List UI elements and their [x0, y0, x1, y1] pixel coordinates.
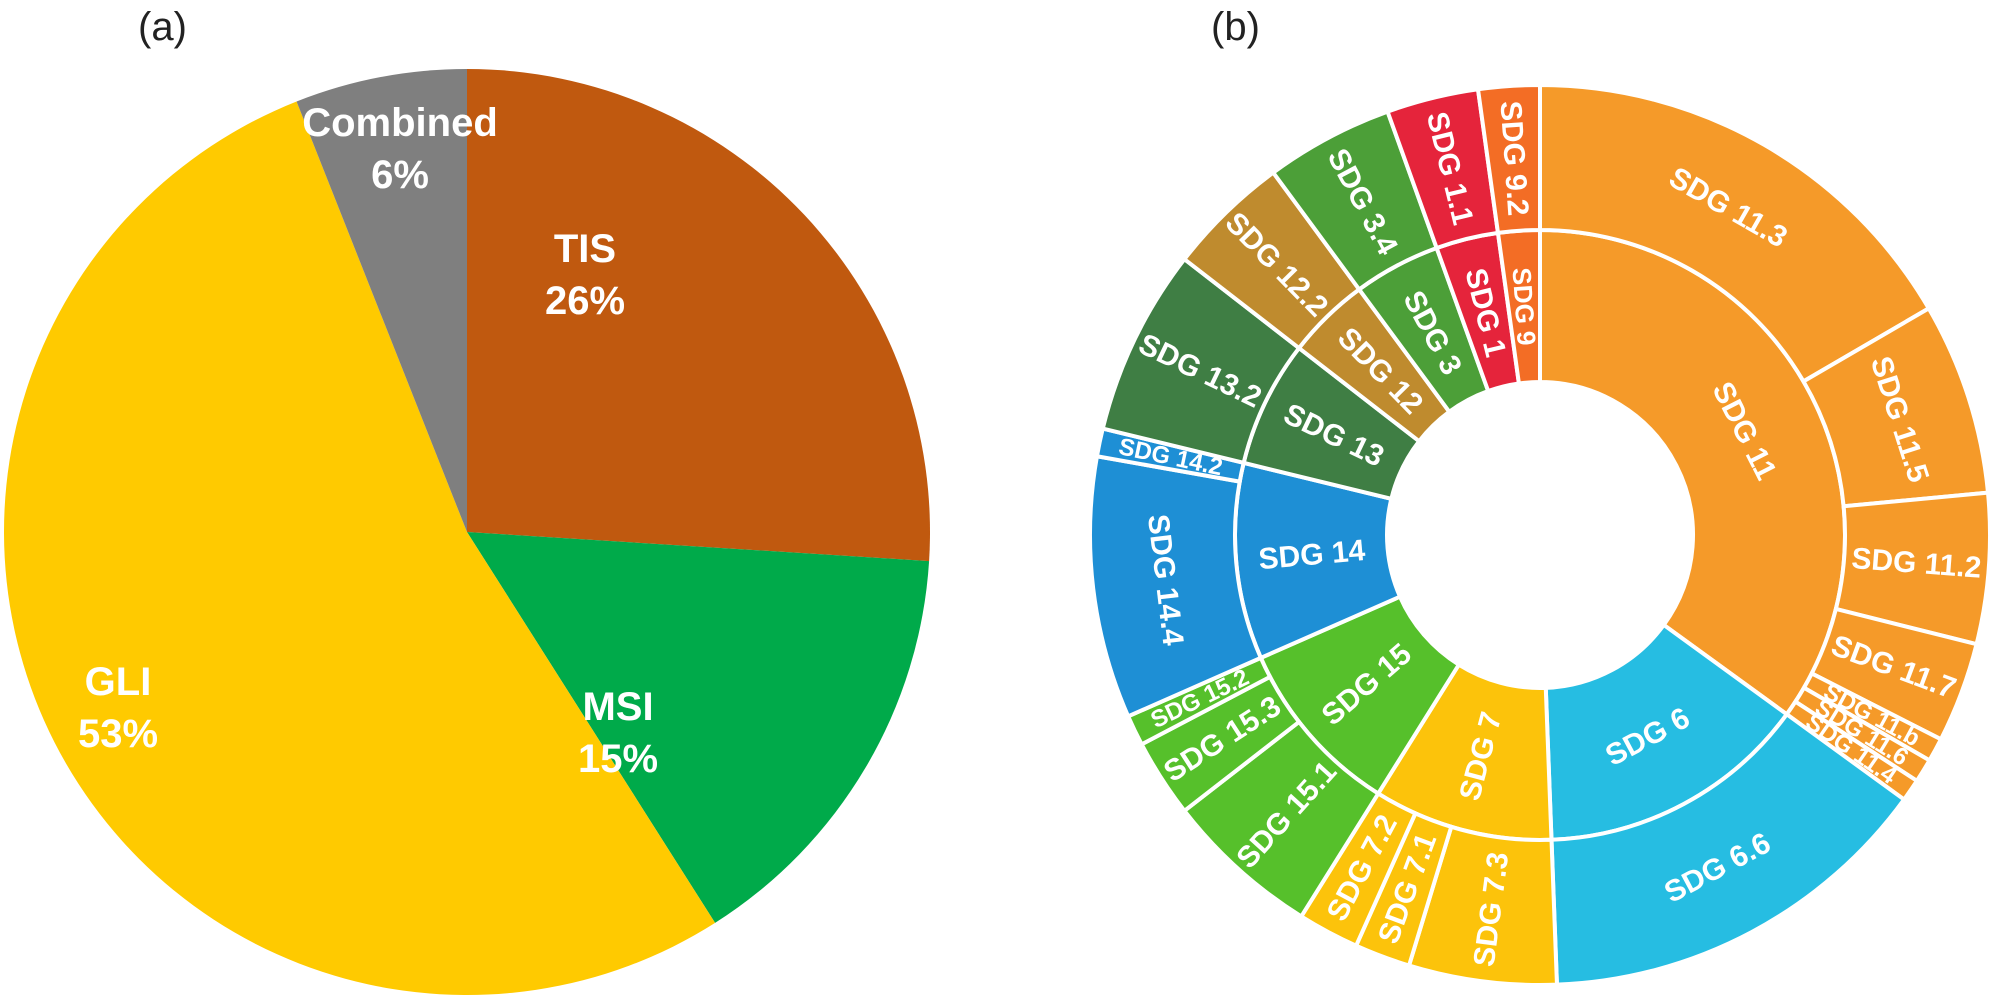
sunburst-outer-sdg-6-6	[1549, 711, 1907, 987]
pie-label-combined: Combined	[302, 101, 498, 145]
pie-slice-combined	[296, 69, 467, 532]
sunburst-inner-label-sdg-9: SDG 9	[1507, 267, 1542, 347]
pie-chart: TIS 26% MSI 15% GLI 53% Combined 6%	[3, 69, 930, 996]
sunburst-outer-label-sdg-9-2: SDG 9.2	[1493, 100, 1534, 217]
pie-value-msi: 15%	[578, 737, 658, 781]
sunburst-outer-sdg-11-3	[1538, 82, 1932, 385]
panel-label-b: (b)	[1211, 5, 1260, 49]
pie-slice-gli	[3, 101, 716, 996]
pie-label-msi: MSI	[582, 685, 653, 729]
pie-label-tis: TIS	[554, 227, 616, 271]
panel-label-a: (a)	[138, 5, 187, 49]
pie-value-tis: 26%	[545, 279, 625, 323]
pie-slice-tis	[467, 69, 930, 562]
sunburst-outer-sdg-9-2	[1475, 82, 1542, 236]
pie-value-combined: 6%	[371, 153, 429, 197]
pie-slice-msi	[467, 532, 930, 923]
pie-value-gli: 53%	[78, 712, 158, 756]
pie-label-gli: GLI	[85, 660, 152, 704]
